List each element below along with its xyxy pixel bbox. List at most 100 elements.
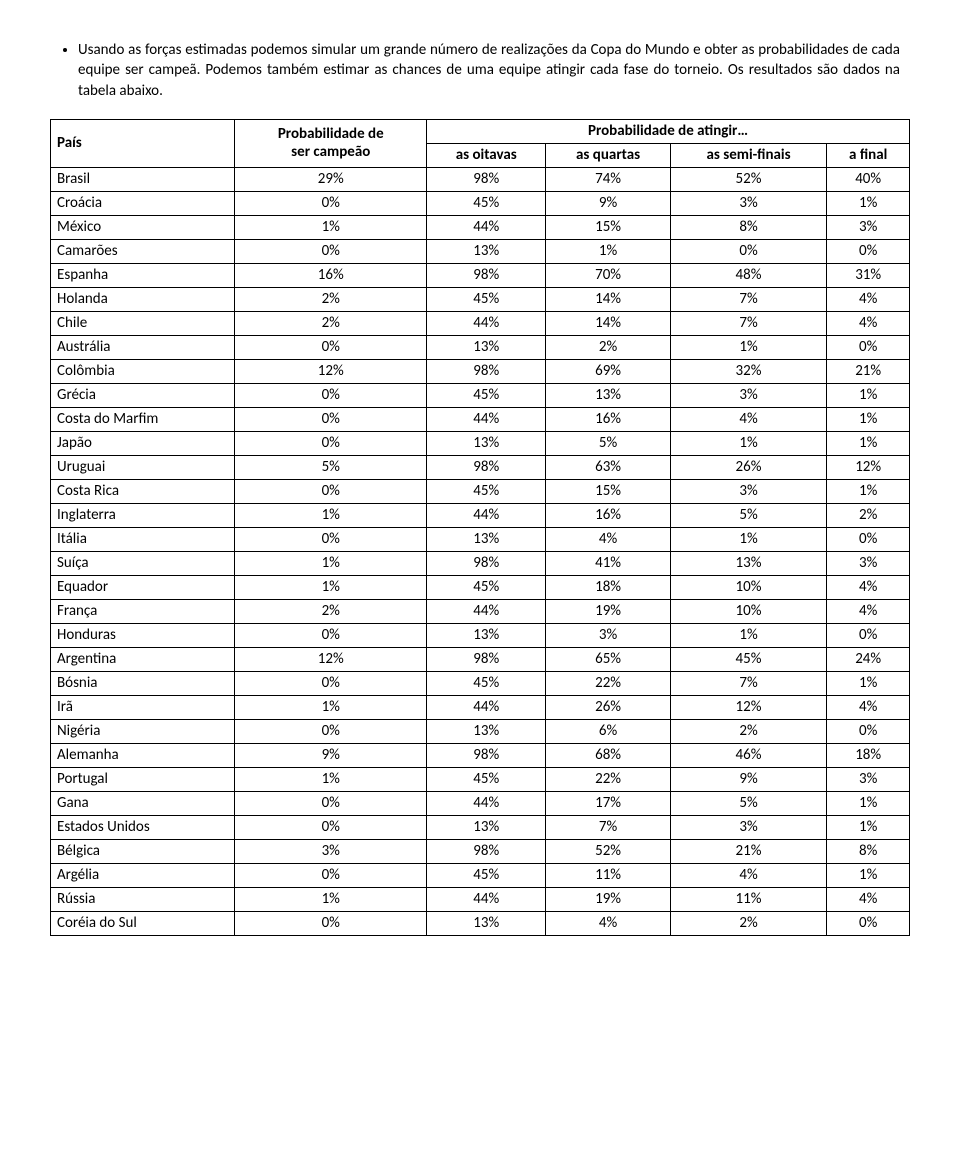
cell-prob-campeao: 0%	[235, 431, 427, 455]
intro-bullet: Usando as forças estimadas podemos simul…	[78, 40, 910, 101]
table-row: Holanda2%45%14%7%4%	[51, 287, 910, 311]
cell-country: Chile	[51, 311, 235, 335]
header-final: a final	[827, 143, 910, 167]
cell-quartas: 14%	[546, 287, 670, 311]
cell-final: 3%	[827, 767, 910, 791]
table-row: México1%44%15%8%3%	[51, 215, 910, 239]
cell-final: 18%	[827, 743, 910, 767]
cell-final: 0%	[827, 335, 910, 359]
table-row: Bélgica3%98%52%21%8%	[51, 839, 910, 863]
cell-quartas: 15%	[546, 479, 670, 503]
cell-country: Portugal	[51, 767, 235, 791]
cell-prob-campeao: 0%	[235, 383, 427, 407]
cell-country: Espanha	[51, 263, 235, 287]
table-row: Austrália0%13%2%1%0%	[51, 335, 910, 359]
cell-quartas: 65%	[546, 647, 670, 671]
table-row: Estados Unidos0%13%7%3%1%	[51, 815, 910, 839]
cell-quartas: 5%	[546, 431, 670, 455]
cell-semifinais: 3%	[670, 383, 827, 407]
cell-prob-campeao: 1%	[235, 575, 427, 599]
cell-semifinais: 52%	[670, 167, 827, 191]
cell-prob-campeao: 0%	[235, 191, 427, 215]
cell-oitavas: 13%	[427, 623, 546, 647]
cell-prob-campeao: 0%	[235, 671, 427, 695]
cell-quartas: 16%	[546, 503, 670, 527]
cell-final: 4%	[827, 695, 910, 719]
cell-semifinais: 3%	[670, 479, 827, 503]
cell-country: Alemanha	[51, 743, 235, 767]
cell-semifinais: 7%	[670, 311, 827, 335]
cell-country: Camarões	[51, 239, 235, 263]
cell-final: 0%	[827, 719, 910, 743]
cell-semifinais: 1%	[670, 431, 827, 455]
cell-quartas: 22%	[546, 767, 670, 791]
cell-quartas: 19%	[546, 887, 670, 911]
cell-oitavas: 98%	[427, 551, 546, 575]
cell-semifinais: 11%	[670, 887, 827, 911]
cell-final: 1%	[827, 431, 910, 455]
cell-final: 3%	[827, 551, 910, 575]
header-quartas: as quartas	[546, 143, 670, 167]
cell-country: Gana	[51, 791, 235, 815]
cell-country: Austrália	[51, 335, 235, 359]
cell-quartas: 26%	[546, 695, 670, 719]
cell-prob-campeao: 1%	[235, 887, 427, 911]
cell-prob-campeao: 0%	[235, 815, 427, 839]
cell-final: 1%	[827, 791, 910, 815]
table-row: Camarões0%13%1%0%0%	[51, 239, 910, 263]
cell-quartas: 69%	[546, 359, 670, 383]
cell-quartas: 74%	[546, 167, 670, 191]
cell-final: 1%	[827, 815, 910, 839]
cell-prob-campeao: 1%	[235, 503, 427, 527]
cell-final: 31%	[827, 263, 910, 287]
table-row: Itália0%13%4%1%0%	[51, 527, 910, 551]
cell-country: Coréia do Sul	[51, 911, 235, 935]
cell-semifinais: 3%	[670, 815, 827, 839]
cell-final: 40%	[827, 167, 910, 191]
cell-final: 21%	[827, 359, 910, 383]
cell-semifinais: 8%	[670, 215, 827, 239]
cell-country: Costa Rica	[51, 479, 235, 503]
cell-quartas: 19%	[546, 599, 670, 623]
cell-final: 4%	[827, 575, 910, 599]
cell-prob-campeao: 0%	[235, 407, 427, 431]
probability-table: País Probabilidade de ser campeão Probab…	[50, 119, 910, 936]
cell-oitavas: 44%	[427, 695, 546, 719]
cell-semifinais: 2%	[670, 911, 827, 935]
cell-semifinais: 3%	[670, 191, 827, 215]
cell-oitavas: 98%	[427, 167, 546, 191]
table-row: Chile2%44%14%7%4%	[51, 311, 910, 335]
cell-final: 1%	[827, 191, 910, 215]
cell-country: Rússia	[51, 887, 235, 911]
cell-quartas: 2%	[546, 335, 670, 359]
cell-quartas: 52%	[546, 839, 670, 863]
table-row: Irã1%44%26%12%4%	[51, 695, 910, 719]
cell-oitavas: 98%	[427, 743, 546, 767]
cell-oitavas: 45%	[427, 575, 546, 599]
cell-quartas: 4%	[546, 527, 670, 551]
cell-final: 0%	[827, 911, 910, 935]
cell-prob-campeao: 12%	[235, 359, 427, 383]
cell-quartas: 7%	[546, 815, 670, 839]
cell-final: 4%	[827, 887, 910, 911]
cell-quartas: 15%	[546, 215, 670, 239]
cell-oitavas: 44%	[427, 215, 546, 239]
cell-prob-campeao: 9%	[235, 743, 427, 767]
cell-oitavas: 45%	[427, 383, 546, 407]
cell-semifinais: 21%	[670, 839, 827, 863]
cell-prob-campeao: 1%	[235, 695, 427, 719]
header-prob-atingir: Probabilidade de atingir…	[427, 119, 910, 143]
cell-prob-campeao: 2%	[235, 287, 427, 311]
cell-semifinais: 46%	[670, 743, 827, 767]
cell-oitavas: 45%	[427, 191, 546, 215]
table-row: Colômbia12%98%69%32%21%	[51, 359, 910, 383]
cell-country: Brasil	[51, 167, 235, 191]
cell-semifinais: 5%	[670, 503, 827, 527]
cell-final: 1%	[827, 407, 910, 431]
table-row: Suíça1%98%41%13%3%	[51, 551, 910, 575]
cell-country: Argélia	[51, 863, 235, 887]
cell-quartas: 13%	[546, 383, 670, 407]
table-row: Brasil29%98%74%52%40%	[51, 167, 910, 191]
cell-quartas: 6%	[546, 719, 670, 743]
table-row: França2%44%19%10%4%	[51, 599, 910, 623]
